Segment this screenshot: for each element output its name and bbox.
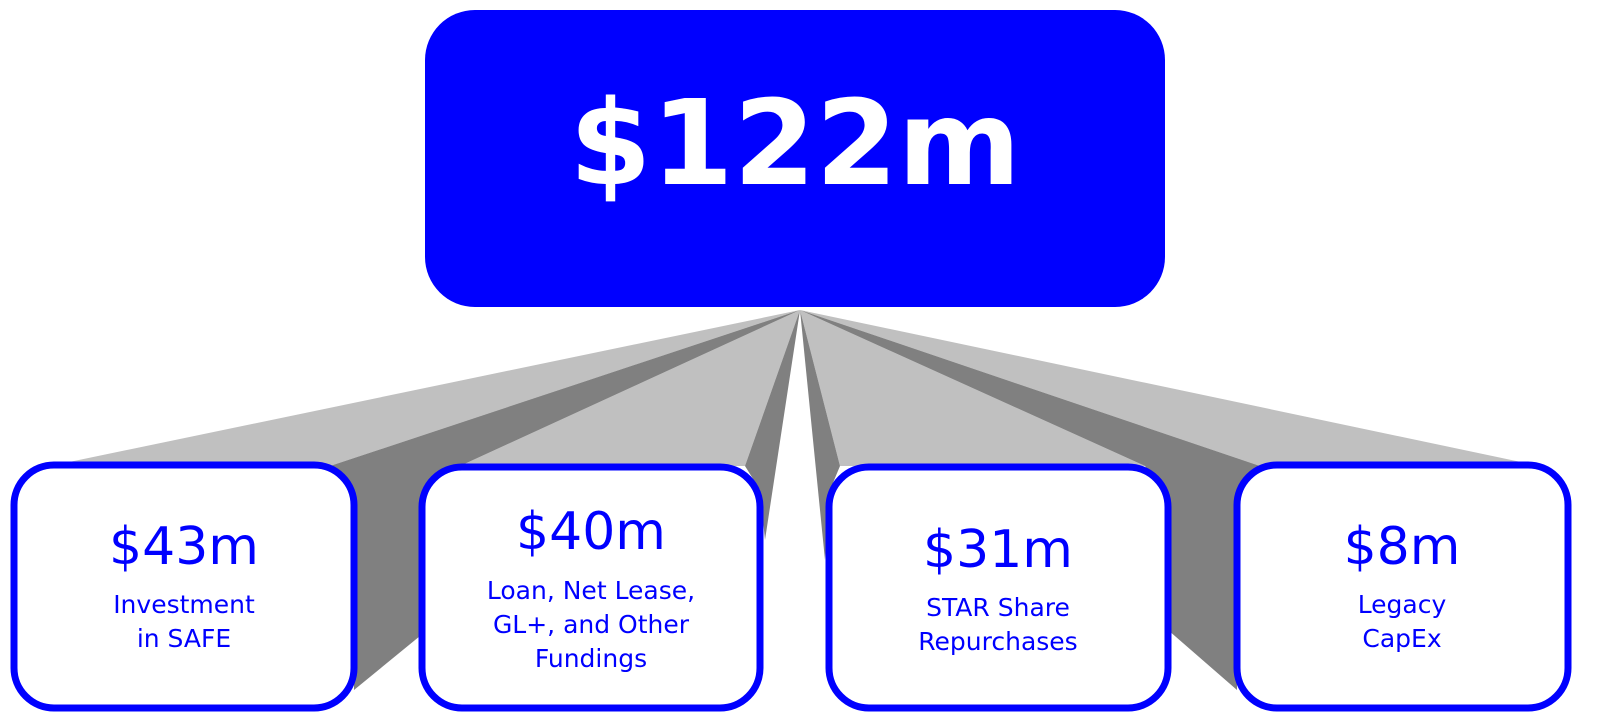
box xyxy=(1233,461,1572,712)
box-label: STAR Share xyxy=(926,593,1070,622)
box-label: CapEx xyxy=(1362,624,1441,653)
box-label: GL+, and Other xyxy=(493,610,690,639)
total-amount: $122m xyxy=(569,74,1020,212)
box xyxy=(825,463,1172,712)
box-label: Loan, Net Lease, xyxy=(487,576,695,605)
funnel-light xyxy=(800,310,1540,466)
box xyxy=(10,461,358,712)
box-label: Repurchases xyxy=(918,627,1077,656)
funnel-dark xyxy=(800,310,840,560)
box-label: Investment xyxy=(113,590,255,619)
box xyxy=(418,463,764,712)
funnel-light xyxy=(50,310,800,466)
box-amount: $8m xyxy=(1344,517,1461,577)
box-label: in SAFE xyxy=(137,624,231,653)
box-amount: $40m xyxy=(516,502,666,562)
box-label: Fundings xyxy=(535,644,647,673)
funnels xyxy=(50,310,1540,690)
box-amount: $43m xyxy=(109,517,259,577)
box-label: Legacy xyxy=(1358,590,1447,619)
total-box xyxy=(425,10,1165,307)
funnel-dark xyxy=(330,310,800,690)
box-texts: $43m Investment in SAFE $40m Loan, Net Lease… xyxy=(109,502,1460,673)
box-amount: $31m xyxy=(923,520,1073,580)
funnel-dark xyxy=(745,310,800,540)
